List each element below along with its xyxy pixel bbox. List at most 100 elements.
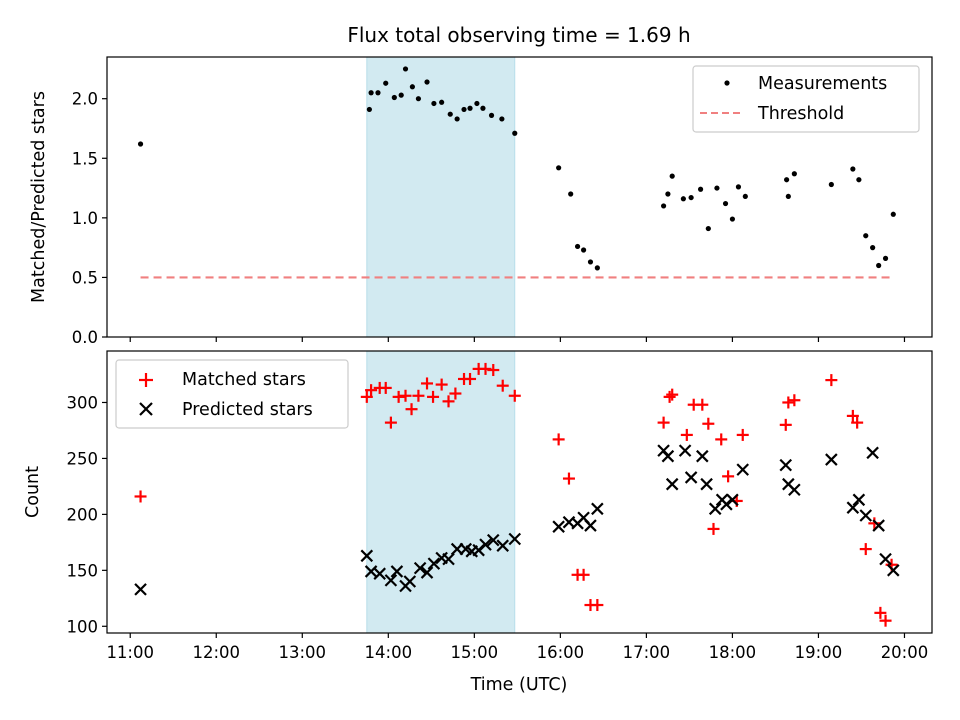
x-tick-label: 13:00: [279, 643, 327, 662]
predicted-star-point: [384, 574, 398, 587]
measurement-point: [391, 94, 397, 101]
predicted-star-point: [788, 483, 801, 497]
ratio-subplot: 0.0 0.5 1.0 1.5 2.0 Flux total observing tim…: [29, 23, 933, 347]
measurement-point: [488, 112, 495, 118]
matched-star-point: [859, 543, 872, 556]
x-tick-label: 16:00: [537, 643, 585, 662]
predicted-star-point: [726, 493, 739, 507]
measurement-point: [512, 130, 518, 136]
ratio-data-layer: [137, 66, 896, 279]
predicted-star-point: [508, 532, 522, 546]
predicted-star-point: [665, 477, 679, 491]
predicted-star-point: [700, 477, 713, 491]
predicted-star-point: [486, 533, 500, 547]
measurement-point: [669, 173, 675, 179]
matched-star-point: [851, 416, 864, 429]
x-tick-label: 19:00: [795, 643, 843, 662]
predicted-star-point: [360, 549, 374, 563]
measurement-point: [785, 193, 791, 200]
measurement-point: [735, 184, 742, 190]
x-tick-label: 14:00: [365, 643, 413, 662]
predicted-star-point: [420, 566, 434, 579]
predicted-star-point: [779, 458, 793, 472]
measurement-point: [688, 194, 694, 201]
measurement-point: [454, 116, 460, 122]
matched-star-point: [134, 490, 147, 503]
count-y-tick-label: 150: [67, 561, 99, 580]
measurement-point: [574, 243, 581, 250]
measurement-point: [431, 100, 437, 107]
measurement-point: [499, 116, 505, 122]
measurement-point: [890, 211, 896, 217]
predicted-star-point: [661, 449, 675, 463]
matched-star-point: [496, 379, 509, 392]
matched-star-point: [707, 522, 720, 535]
count-y-tick-label: 250: [67, 449, 99, 468]
matched-star-point: [663, 390, 676, 403]
legend-measurements-marker: [724, 80, 730, 86]
predicted-star-point: [479, 538, 492, 551]
matched-star-point: [552, 433, 565, 446]
predicted-star-point: [496, 539, 510, 552]
measurement-point: [876, 262, 882, 269]
count-legend: Matched stars Predicted stars: [115, 359, 349, 429]
measurement-point: [415, 96, 422, 102]
matched-star-point: [782, 396, 795, 409]
legend-matched-label: Matched stars: [182, 370, 306, 390]
matched-star-point: [715, 433, 728, 446]
matched-star-point: [696, 398, 709, 411]
matched-star-point: [427, 390, 440, 403]
legend-predicted-label: Predicted stars: [182, 400, 313, 420]
measurement-point: [424, 79, 430, 85]
ratio-legend-box: [692, 65, 920, 133]
measurement-point: [791, 171, 797, 177]
predicted-star-point: [678, 444, 692, 457]
measurement-point: [402, 66, 409, 72]
matched-star-point: [379, 381, 392, 394]
matched-star-point: [666, 388, 679, 401]
matched-star-point: [657, 416, 670, 429]
ratio-shaded-region: [366, 56, 516, 338]
chart-title: Flux total observing time = 1.69 h: [347, 23, 690, 47]
matched-star-point: [412, 389, 425, 402]
matched-star-point: [680, 428, 693, 441]
predicted-star-point: [403, 575, 417, 588]
count-data-layer: [134, 362, 900, 627]
matched-star-point: [435, 378, 448, 391]
measurement-point: [568, 191, 574, 197]
predicted-star-point: [684, 471, 698, 484]
measurement-point: [383, 80, 389, 86]
x-axis-label: Time (UTC): [470, 675, 568, 695]
count-subplot: 100 150 200 250 300 11:00 12:00 13:00 14:00 15:00…: [23, 350, 933, 695]
measurement-point: [137, 141, 144, 147]
matched-star-point: [788, 394, 801, 407]
matched-star-point: [736, 428, 749, 441]
predicted-star-point: [442, 552, 455, 566]
ratio-y-tick-label: 1.0: [72, 209, 98, 228]
measurement-point: [660, 203, 667, 209]
legend-threshold-label: Threshold: [757, 104, 844, 124]
measurement-point: [850, 166, 856, 172]
measurement-point: [863, 233, 869, 239]
count-shaded-region: [366, 350, 516, 634]
measurement-point: [580, 247, 587, 253]
count-axes-frame: [106, 350, 933, 634]
ratio-y-tick-label: 0.0: [72, 328, 98, 347]
predicted-star-point: [708, 502, 722, 516]
matched-star-point: [442, 395, 455, 408]
observing-window-shade: [366, 56, 516, 338]
count-y-tick-label: 100: [67, 617, 99, 636]
predicted-star-point: [736, 463, 750, 476]
predicted-star-point: [413, 561, 427, 575]
predicted-star-point: [390, 565, 404, 578]
count-ticks: 100 150 200 250 300 11:00 12:00 13:00 14:00 15:00…: [67, 393, 929, 662]
matched-star-point: [365, 384, 378, 397]
matched-star-point: [846, 409, 859, 422]
measurement-point: [375, 90, 381, 96]
measurement-point: [439, 99, 445, 105]
predicted-star-point: [427, 557, 441, 570]
measurement-point: [856, 177, 862, 183]
predicted-star-point: [879, 552, 892, 566]
measurement-point: [594, 265, 600, 271]
